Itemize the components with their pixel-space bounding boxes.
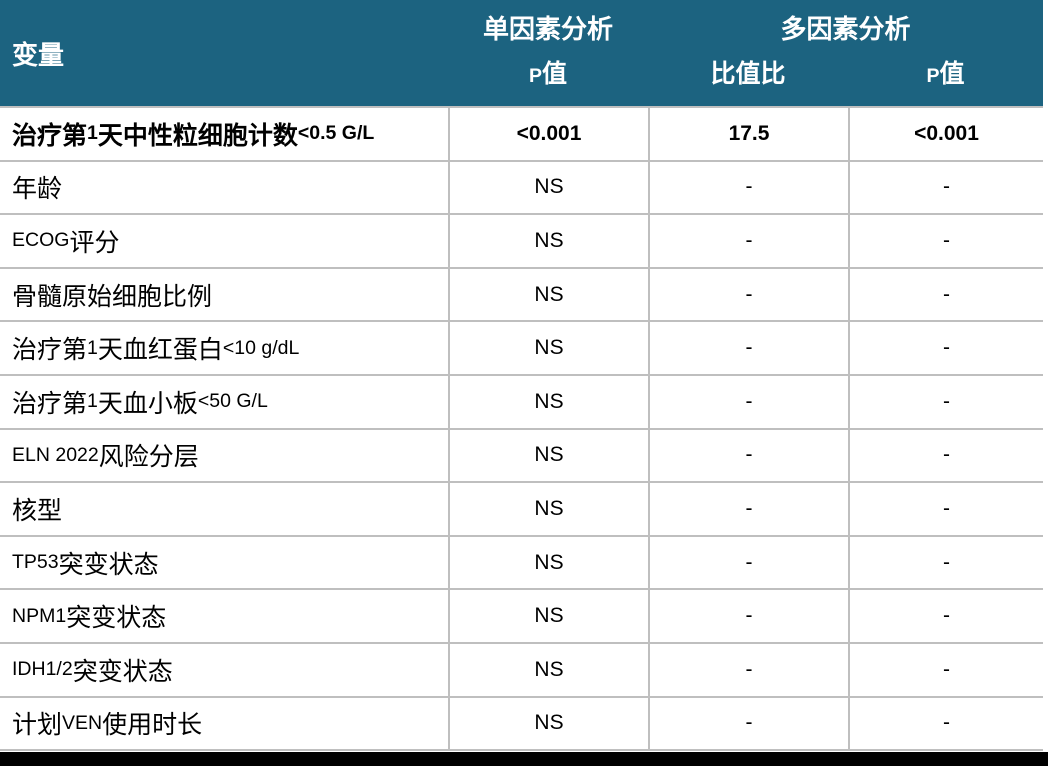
column-header-multivariate-p-value: P值 — [926, 60, 965, 88]
multivariate-p-value-cell: - — [848, 161, 1043, 214]
odds-ratio-value-cell: 17.5 — [648, 108, 848, 160]
table-header-group-row: 单因素分析 多因素分析 — [448, 0, 1043, 54]
multivariate-p-value-cell: - — [848, 536, 1043, 589]
univariate-p-value-cell: NS — [448, 536, 648, 589]
univariate-p-value-cell: NS — [448, 697, 648, 750]
row-variable-label: 核型 — [12, 496, 63, 525]
row-variable-label: TP53 突变状态 — [12, 550, 159, 579]
table-row: 计划 VEN 使用时长 NS - - — [0, 697, 1043, 752]
column-group-multivariate-analysis: 多因素分析 — [780, 13, 911, 44]
table-row: 骨髓原始细胞比例 NS - - — [0, 268, 1043, 323]
odds-ratio-value-cell: - — [648, 643, 848, 696]
multivariate-p-value-cell: - — [848, 429, 1043, 482]
multivariate-p-value-cell: <0.001 — [848, 108, 1043, 160]
column-header-odds-ratio: 比值比 — [710, 60, 786, 88]
table-row: ECOG 评分 NS - - — [0, 215, 1043, 269]
odds-ratio-value-cell: - — [648, 375, 848, 428]
table-row: 核型 NS - - — [0, 483, 1043, 537]
table-header: 变量 单因素分析 多因素分析 P值 比值比 P值 — [0, 0, 1043, 106]
univariate-p-value-cell: NS — [448, 643, 648, 696]
row-variable-label: 年龄 — [12, 175, 63, 204]
univariate-p-value-cell: NS — [448, 375, 648, 428]
table-row: 治疗第 1 天中性粒细胞计数 <0.5 G/L <0.001 17.5 <0.001 — [0, 108, 1043, 162]
table-body: 治疗第 1 天中性粒细胞计数 <0.5 G/L <0.001 17.5 <0.001… — [0, 106, 1043, 752]
univariate-p-value-cell: NS — [448, 322, 648, 374]
row-variable-label: ECOG 评分 — [12, 228, 120, 257]
multivariate-p-value-cell: - — [848, 215, 1043, 267]
multivariate-p-value-cell: - — [848, 268, 1043, 321]
row-variable-label: NPM1 突变状态 — [12, 604, 167, 633]
row-variable-label: 治疗第 1 天中性粒细胞计数 <0.5 G/L — [12, 121, 375, 150]
row-variable-label: 治疗第 1 天血红蛋白 <10 g/dL — [12, 336, 300, 365]
multivariate-p-value-cell: - — [848, 322, 1043, 374]
multivariate-p-value-cell: - — [848, 697, 1043, 750]
odds-ratio-value-cell: - — [648, 268, 848, 321]
table-header-analysis-groups: 单因素分析 多因素分析 P值 比值比 P值 — [448, 0, 1043, 106]
odds-ratio-value-cell: - — [648, 483, 848, 535]
row-variable-label: 治疗第 1 天血小板 <50 G/L — [12, 389, 268, 418]
univariate-p-value-cell: NS — [448, 215, 648, 267]
row-variable-label: 计划 VEN 使用时长 — [12, 711, 203, 740]
univariate-p-value-cell: NS — [448, 161, 648, 214]
multivariate-p-value-cell: - — [848, 375, 1043, 428]
column-header-univariate-p-value: P值 — [528, 60, 568, 88]
multivariate-p-value-cell: - — [848, 590, 1043, 642]
table-row: 治疗第 1 天血小板 <50 G/L NS - - — [0, 375, 1043, 430]
table-row: 治疗第 1 天血红蛋白 <10 g/dL NS - - — [0, 322, 1043, 376]
multivariate-p-value-cell: - — [848, 483, 1043, 535]
univariate-multivariate-analysis-table: 变量 单因素分析 多因素分析 P值 比值比 P值 治疗第 1 天中性粒细胞计数 <0… — [0, 0, 1043, 752]
univariate-p-value-cell: NS — [448, 590, 648, 642]
univariate-p-value-cell: NS — [448, 429, 648, 482]
odds-ratio-value-cell: - — [648, 322, 848, 374]
univariate-p-value-cell: <0.001 — [448, 108, 648, 160]
table-row: TP53 突变状态 NS - - — [0, 536, 1043, 591]
column-group-univariate-analysis: 单因素分析 — [482, 13, 613, 44]
multivariate-p-value-cell: - — [848, 643, 1043, 696]
odds-ratio-value-cell: - — [648, 697, 848, 750]
univariate-p-value-cell: NS — [448, 483, 648, 535]
odds-ratio-value-cell: - — [648, 429, 848, 482]
table-header-sub-row: P值 比值比 P值 — [448, 54, 1043, 106]
table-row: IDH1/2 突变状态 NS - - — [0, 643, 1043, 698]
odds-ratio-value-cell: - — [648, 536, 848, 589]
univariate-p-value-cell: NS — [448, 268, 648, 321]
row-variable-label: 骨髓原始细胞比例 — [12, 282, 213, 311]
table-row: 年龄 NS - - — [0, 161, 1043, 216]
odds-ratio-value-cell: - — [648, 590, 848, 642]
odds-ratio-value-cell: - — [648, 161, 848, 214]
row-variable-label: ELN 2022 风险分层 — [12, 443, 199, 472]
column-header-variable: 变量 — [12, 39, 65, 70]
table-row: NPM1 突变状态 NS - - — [0, 590, 1043, 644]
row-variable-label: IDH1/2 突变状态 — [12, 657, 173, 686]
slide-bottom-bar — [0, 752, 1048, 766]
table-row: ELN 2022 风险分层 NS - - — [0, 429, 1043, 484]
odds-ratio-value-cell: - — [648, 215, 848, 267]
